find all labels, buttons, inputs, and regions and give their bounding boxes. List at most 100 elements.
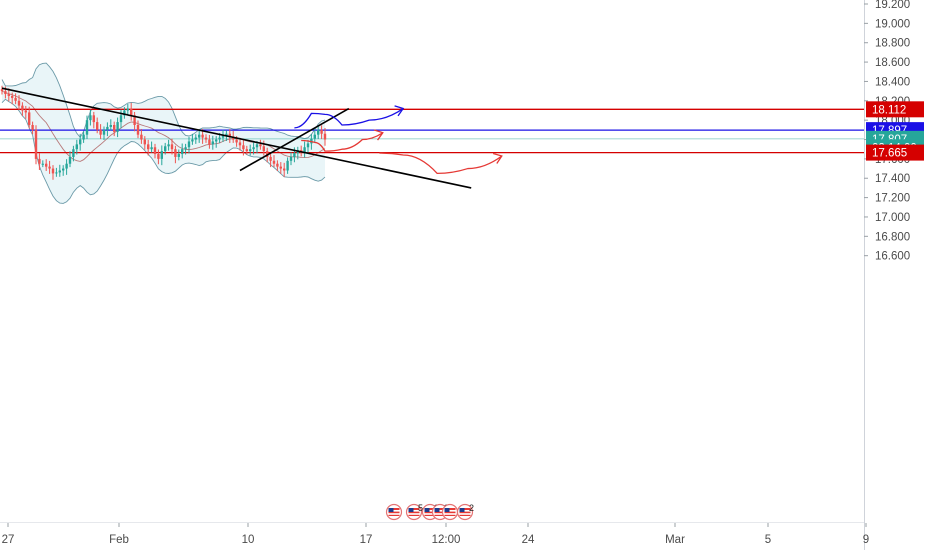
- time-tick-label: 24: [522, 534, 535, 546]
- projection-path-0: [294, 108, 404, 129]
- candle-body: [191, 139, 194, 142]
- candle-body: [167, 144, 170, 147]
- price-tag-box: [866, 101, 924, 118]
- candle: [164, 142, 167, 155]
- candle-body: [204, 137, 208, 140]
- candle-body: [4, 91, 7, 95]
- event-flag-stripe: [424, 510, 436, 512]
- event-flag-canton: [434, 508, 440, 512]
- candle: [276, 160, 279, 171]
- candle: [187, 136, 191, 154]
- price-tag: 17.665: [866, 144, 924, 161]
- candle-body: [266, 151, 269, 157]
- candle: [259, 139, 262, 150]
- candle: [150, 141, 153, 153]
- candle-body: [262, 146, 265, 152]
- candle-body: [79, 139, 82, 145]
- event-flag-stripe: [434, 510, 446, 512]
- candle: [89, 109, 92, 126]
- candle: [72, 145, 75, 162]
- candle: [38, 153, 41, 171]
- candle-body: [208, 139, 211, 145]
- event-flag-stripes: [424, 508, 436, 516]
- candle-body: [99, 129, 102, 135]
- candle-body: [279, 166, 282, 169]
- candle-body: [323, 133, 327, 140]
- price-tick-label: 17.200: [875, 193, 910, 205]
- projection-arrowhead-2: [492, 152, 503, 164]
- candle: [204, 134, 208, 143]
- candle-body: [126, 108, 129, 111]
- candle-body: [221, 135, 225, 138]
- event-flag-stripe: [424, 513, 436, 515]
- price-tick-label: 19.200: [875, 0, 910, 11]
- candle: [11, 92, 14, 105]
- candle-body: [238, 142, 242, 146]
- candle-body: [201, 134, 204, 138]
- candle-body: [286, 160, 289, 171]
- candle-body: [96, 122, 99, 130]
- candle: [133, 111, 136, 132]
- candle: [92, 111, 95, 129]
- candle: [106, 122, 109, 137]
- event-flag-stripe: [459, 510, 471, 512]
- candle-body: [177, 154, 180, 157]
- candle-body: [269, 156, 272, 161]
- event-flag-stripes: [408, 508, 420, 516]
- candle: [211, 135, 214, 150]
- candle-body: [245, 149, 248, 152]
- band-lower: [1, 98, 326, 204]
- candle-body: [51, 168, 55, 174]
- candle: [41, 160, 44, 168]
- candle-body: [89, 115, 92, 121]
- candle-body: [106, 126, 109, 130]
- candle-body: [215, 139, 218, 142]
- trendline-1: [239, 107, 350, 172]
- candle-body: [133, 115, 136, 125]
- candle-body: [130, 108, 133, 116]
- candle-body: [283, 168, 286, 171]
- event-flag-stripes: [388, 508, 400, 516]
- candle: [238, 137, 242, 151]
- us-flag-event-icon: 5: [405, 503, 423, 521]
- price-tick-label: 19.000: [875, 18, 910, 30]
- price-tag-box: [866, 144, 924, 161]
- price-tag-label: 17.665: [872, 148, 907, 160]
- candle-body: [24, 110, 27, 113]
- candle-body: [313, 134, 316, 139]
- candle-body: [153, 147, 157, 155]
- event-flag-stripe: [459, 513, 471, 515]
- candle-body: [116, 122, 119, 132]
- event-flag-stripes: [444, 508, 456, 516]
- candle: [17, 95, 21, 110]
- us-flag-event-icon: 2: [456, 503, 474, 521]
- candle-body: [157, 154, 160, 159]
- candle-body: [28, 112, 31, 125]
- candle: [75, 139, 78, 155]
- candle: [170, 138, 174, 155]
- candle: [320, 125, 323, 140]
- candle-body: [184, 147, 187, 150]
- time-tick-label: Feb: [109, 534, 129, 546]
- time-axis[interactable]: 27 Feb 10 17 12:00 24 Mar 5 9: [2, 523, 870, 546]
- candle: [177, 149, 180, 161]
- candle: [191, 133, 194, 145]
- candle-body: [317, 129, 320, 135]
- candle-body: [140, 134, 143, 140]
- time-tick-label: Mar: [665, 534, 685, 546]
- price-tag-label: 18.112: [872, 104, 906, 116]
- candle: [55, 167, 58, 177]
- candle: [157, 149, 160, 165]
- economic-events[interactable]: 5232: [385, 503, 475, 521]
- us-flag-event-icon: [441, 503, 459, 521]
- candle-body: [0, 89, 4, 92]
- bollinger-bands: [1, 62, 326, 204]
- time-tick-label: 12:00: [432, 534, 461, 546]
- candle-body: [293, 153, 296, 157]
- band-basis: [1, 90, 326, 162]
- candle: [194, 134, 197, 144]
- candle-body: [306, 143, 310, 148]
- candle: [62, 165, 65, 176]
